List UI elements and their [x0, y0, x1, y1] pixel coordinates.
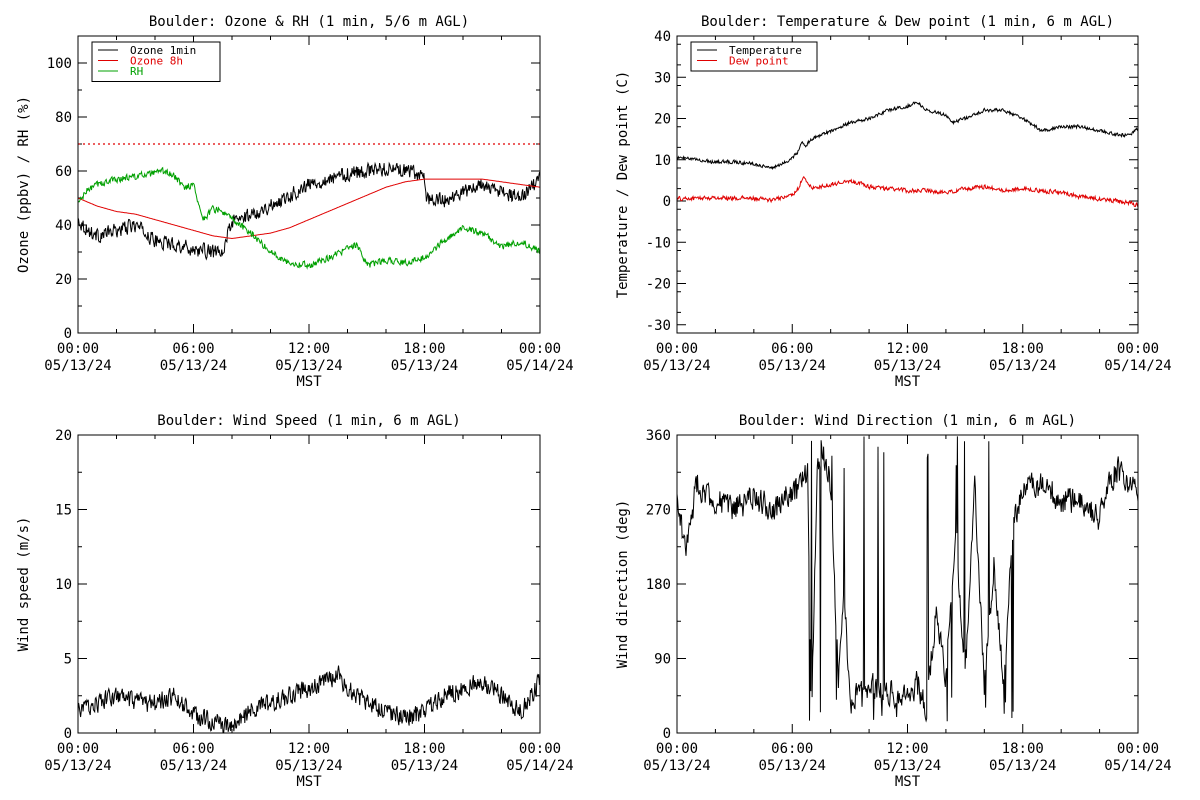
- x-tick-time-label: 00:00: [519, 341, 561, 357]
- series-line-data: [677, 436, 1138, 723]
- y-tick-label: -10: [646, 235, 671, 251]
- series-line-ozone-8h: [78, 178, 540, 240]
- x-tick-date-label: 05/13/24: [275, 758, 342, 774]
- x-tick-date-label: 05/13/24: [275, 358, 342, 374]
- x-tick-date-label: 05/13/24: [643, 358, 710, 374]
- chart-title: Boulder: Ozone & RH (1 min, 5/6 m AGL): [149, 14, 469, 30]
- y-tick-label: 180: [646, 577, 671, 593]
- y-tick-label: 360: [646, 428, 671, 444]
- x-tick-date-label: 05/13/24: [643, 758, 710, 774]
- x-tick-time-label: 12:00: [886, 341, 928, 357]
- y-tick-label: 0: [64, 326, 72, 342]
- y-tick-label: 100: [47, 56, 72, 72]
- x-tick-time-label: 18:00: [1002, 741, 1044, 757]
- x-tick-time-label: 00:00: [1117, 341, 1159, 357]
- x-tick-date-label: 05/13/24: [759, 358, 826, 374]
- legend-box: [690, 41, 818, 72]
- chart-title: Boulder: Wind Direction (1 min, 6 m AGL): [739, 413, 1076, 429]
- x-tick-date-label: 05/14/24: [1104, 758, 1171, 774]
- x-tick-date-label: 05/13/24: [391, 758, 458, 774]
- x-tick-time-label: 00:00: [57, 341, 99, 357]
- y-tick-label: 40: [654, 29, 671, 45]
- chart-title: Boulder: Wind Speed (1 min, 6 m AGL): [157, 413, 460, 429]
- x-tick-date-label: 05/13/24: [44, 358, 111, 374]
- y-tick-label: 0: [663, 726, 671, 742]
- x-tick-time-label: 18:00: [403, 741, 445, 757]
- x-tick-time-label: 18:00: [403, 341, 445, 357]
- legend-label: RH: [130, 65, 143, 78]
- series-line-ozone-1min: [78, 161, 540, 261]
- x-tick-time-label: 12:00: [886, 741, 928, 757]
- x-tick-date-label: 05/14/24: [1104, 358, 1171, 374]
- x-axis-label: MST: [895, 374, 921, 390]
- y-axis-label: Temperature / Dew point (C): [615, 71, 631, 299]
- legend-label: Dew point: [729, 55, 789, 68]
- y-axis-label: Wind speed (m/s): [16, 517, 32, 652]
- y-tick-label: 5: [64, 652, 72, 668]
- y-tick-label: 0: [64, 726, 72, 742]
- legend-label: Temperature: [729, 44, 802, 57]
- y-tick-label: 20: [55, 272, 72, 288]
- x-tick-time-label: 12:00: [288, 341, 330, 357]
- y-tick-label: 90: [654, 652, 671, 668]
- x-tick-date-label: 05/13/24: [874, 758, 941, 774]
- legend-label: Ozone 1min: [130, 44, 196, 57]
- wind-speed-panel: Boulder: Wind Speed (1 min, 6 m AGL) 0 5 10…: [16, 413, 574, 790]
- x-tick-time-label: 18:00: [1002, 341, 1044, 357]
- y-tick-label: 80: [55, 110, 72, 126]
- wind-direction-panel: Boulder: Wind Direction (1 min, 6 m AGL)…: [615, 413, 1172, 790]
- x-tick-time-label: 00:00: [519, 741, 561, 757]
- y-tick-label: 15: [55, 503, 72, 519]
- y-tick-label: 10: [654, 153, 671, 169]
- y-tick-label: 20: [55, 428, 72, 444]
- x-axis-label: MST: [296, 774, 322, 790]
- temperature-dewpoint-panel: Boulder: Temperature & Dew point (1 min,…: [615, 14, 1172, 390]
- x-tick-time-label: 00:00: [1117, 741, 1159, 757]
- x-tick-date-label: 05/13/24: [160, 758, 227, 774]
- chart-title: Boulder: Temperature & Dew point (1 min,…: [701, 14, 1114, 30]
- y-tick-label: 60: [55, 164, 72, 180]
- x-axis-label: MST: [895, 774, 921, 790]
- y-tick-label: -20: [646, 277, 671, 293]
- series-line-rh: [78, 166, 540, 270]
- x-tick-time-label: 00:00: [57, 741, 99, 757]
- legend-box: [91, 41, 221, 82]
- x-tick-time-label: 06:00: [172, 341, 214, 357]
- x-tick-date-label: 05/13/24: [160, 358, 227, 374]
- y-axis-label: Ozone (ppbv) / RH (%): [16, 96, 32, 273]
- x-axis-label: MST: [296, 374, 322, 390]
- y-tick-label: -30: [646, 318, 671, 334]
- ozone-rh-panel: Boulder: Ozone & RH (1 min, 5/6 m AGL) 0 2…: [16, 14, 574, 390]
- x-tick-time-label: 06:00: [172, 741, 214, 757]
- x-tick-date-label: 05/13/24: [759, 758, 826, 774]
- x-tick-time-label: 12:00: [288, 741, 330, 757]
- x-tick-time-label: 00:00: [656, 741, 698, 757]
- plot-frame: [676, 434, 1139, 734]
- y-tick-label: 10: [55, 577, 72, 593]
- y-tick-label: 270: [646, 503, 671, 519]
- x-tick-time-label: 06:00: [771, 341, 813, 357]
- x-tick-date-label: 05/14/24: [506, 358, 573, 374]
- legend-label: Ozone 8h: [130, 55, 183, 68]
- y-tick-label: 0: [663, 194, 671, 210]
- series-line-temperature: [677, 101, 1138, 171]
- x-tick-time-label: 00:00: [656, 341, 698, 357]
- series-line-data: [78, 665, 540, 733]
- y-tick-label: 40: [55, 218, 72, 234]
- y-tick-label: 20: [654, 112, 671, 128]
- x-tick-date-label: 05/14/24: [506, 758, 573, 774]
- x-tick-date-label: 05/13/24: [391, 358, 458, 374]
- x-tick-time-label: 06:00: [771, 741, 813, 757]
- x-tick-date-label: 05/13/24: [874, 358, 941, 374]
- x-tick-date-label: 05/13/24: [989, 758, 1056, 774]
- plot-frame: [77, 434, 541, 734]
- x-tick-date-label: 05/13/24: [989, 358, 1056, 374]
- x-tick-date-label: 05/13/24: [44, 758, 111, 774]
- y-tick-label: 30: [654, 70, 671, 86]
- plot-frame: [77, 35, 541, 334]
- plot-frame: [676, 35, 1139, 334]
- series-line-dew-point: [677, 175, 1138, 208]
- y-axis-label: Wind direction (deg): [615, 500, 631, 669]
